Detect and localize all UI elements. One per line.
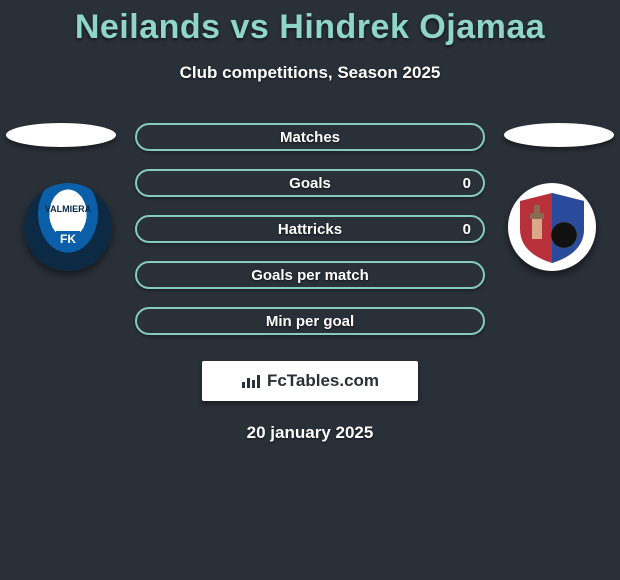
stat-row-min-per-goal: Min per goal [135, 307, 485, 335]
stat-label: Goals [137, 175, 483, 192]
club-logo-left-sub: FK [56, 231, 80, 247]
brand-badge: FcTables.com [202, 361, 418, 401]
player-ellipse-right [504, 123, 614, 147]
stat-value-right: 0 [463, 221, 471, 238]
club-logo-right-svg [512, 187, 592, 267]
stat-row-hattricks: Hattricks 0 [135, 215, 485, 243]
stat-row-goals: Goals 0 [135, 169, 485, 197]
date-text: 20 january 2025 [0, 423, 620, 443]
chart-icon [241, 373, 261, 389]
stat-label: Min per goal [137, 313, 483, 330]
stat-rows: Matches Goals 0 Hattricks 0 Goals per ma… [135, 123, 485, 335]
player-ellipse-left [6, 123, 116, 147]
club-logo-left-name: VALMIERA [45, 205, 91, 214]
brand-text: FcTables.com [267, 371, 379, 391]
club-logo-right [508, 183, 596, 271]
subtitle: Club competitions, Season 2025 [0, 63, 620, 83]
stat-row-matches: Matches [135, 123, 485, 151]
club-logo-left: VALMIERA FK [24, 183, 112, 271]
page-title: Neilands vs Hindrek Ojamaa [0, 0, 620, 47]
stat-label: Hattricks [137, 221, 483, 238]
stat-label: Goals per match [137, 267, 483, 284]
stat-value-right: 0 [463, 175, 471, 192]
comparison-panel: VALMIERA FK Matches Goals 0 Hattricks 0 [0, 123, 620, 443]
stat-row-goals-per-match: Goals per match [135, 261, 485, 289]
stat-label: Matches [137, 129, 483, 146]
